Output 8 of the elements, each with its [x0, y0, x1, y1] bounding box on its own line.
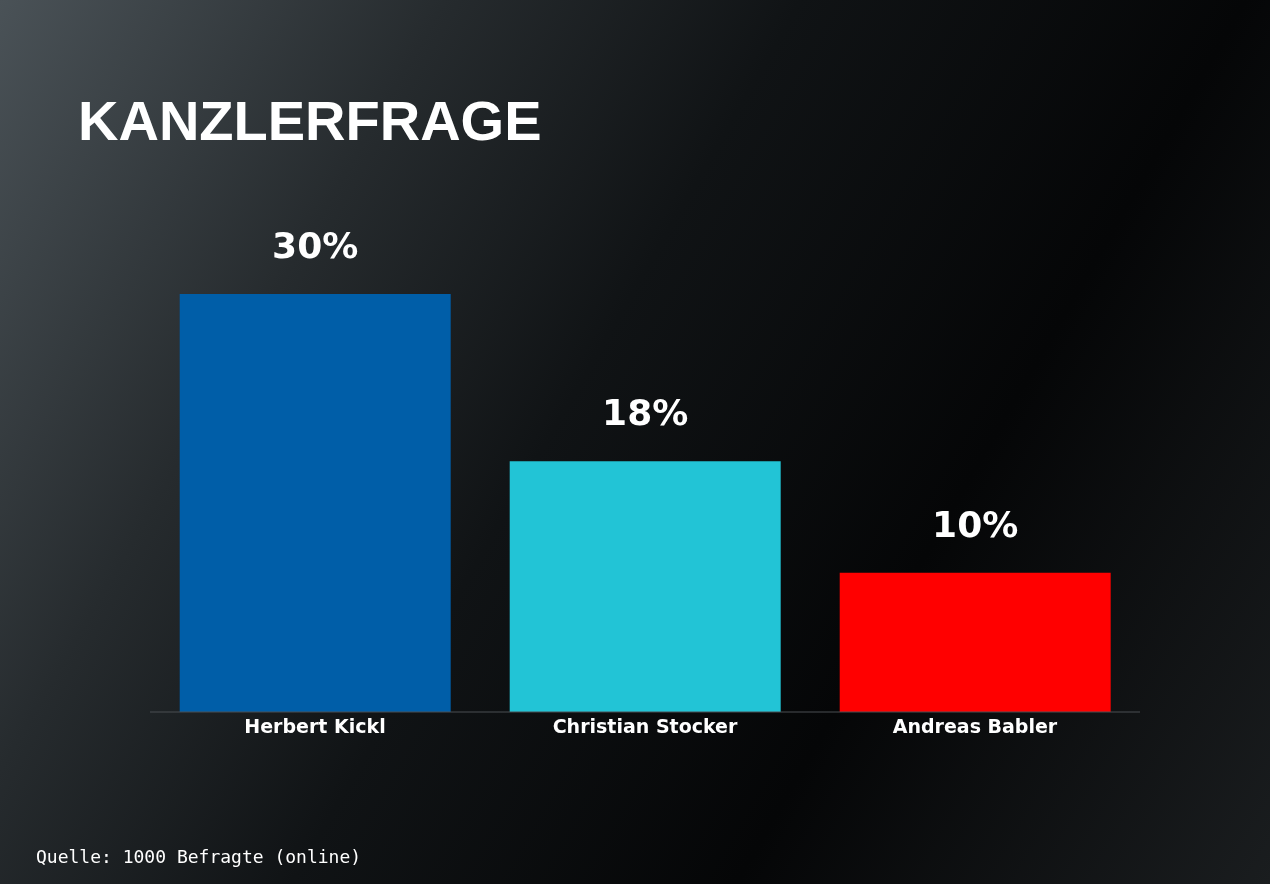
x-tick-label: Andreas Babler: [892, 715, 1058, 738]
x-tick-label: Herbert Kickl: [244, 715, 386, 738]
source-note: Quelle: 1000 Befragte (online): [36, 846, 362, 867]
data-label: 18%: [602, 392, 689, 434]
data-label: 30%: [272, 225, 359, 266]
data-label: 10%: [932, 503, 1019, 545]
chart-title: KANZLERFRAGE: [78, 88, 542, 153]
x-tick-label: Christian Stocker: [552, 715, 738, 738]
